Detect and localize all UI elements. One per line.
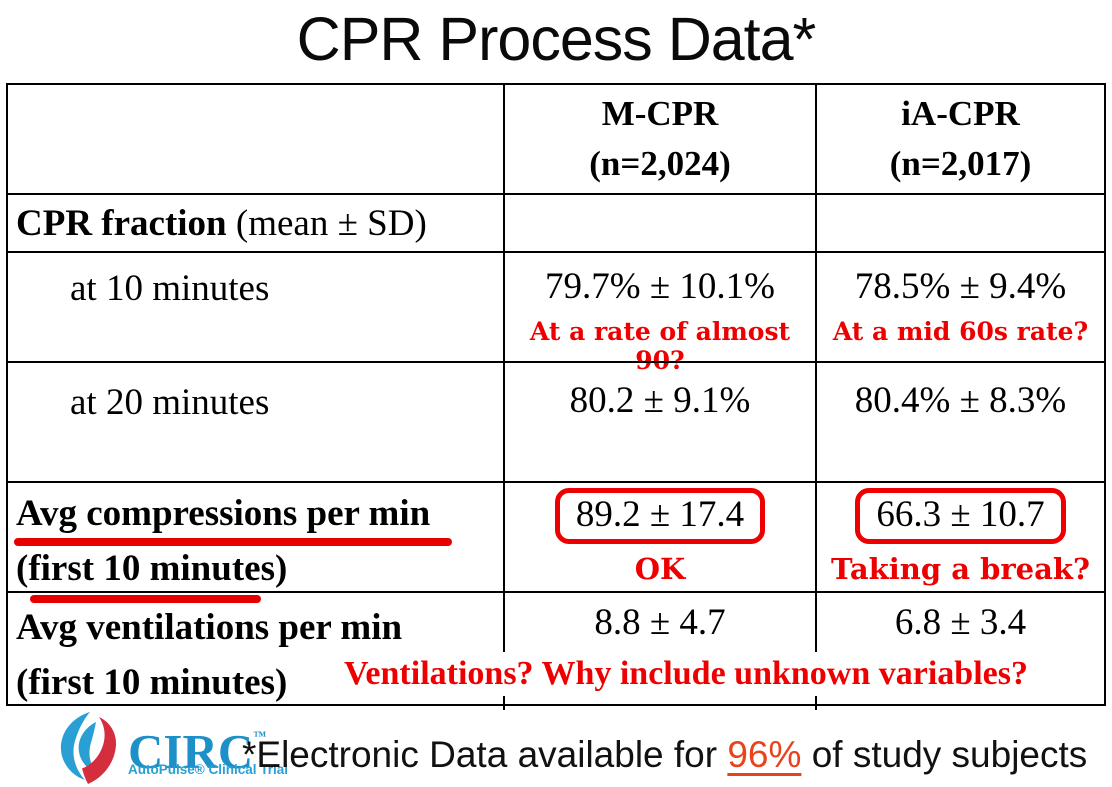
avg-compressions-label-line2: (first 10 minutes)	[16, 541, 287, 603]
cpr-fraction-label-bold: CPR fraction	[16, 202, 227, 244]
compressions-iacpr-value-redbox: 66.3 ± 10.7	[855, 488, 1066, 544]
cpr-fraction-label-normal: (mean ± SD)	[226, 202, 427, 244]
circ-logo-wordmark: CIRC™	[128, 724, 267, 779]
header-iacpr: iA-CPR (n=2,017)	[815, 85, 1104, 193]
trademark-symbol: ™	[253, 728, 267, 743]
row-label-at-20-minutes: at 20 minutes	[8, 361, 503, 481]
at20-mcpr-value: 80.2 ± 9.1%	[569, 380, 751, 421]
compressions-mcpr-annotation: OK	[634, 552, 686, 586]
avg-ventilations-label-line2: (first 10 minutes)	[16, 662, 288, 703]
at10-iacpr-annotation: At a mid 60s rate?	[832, 317, 1089, 346]
ventilations-annotation: Ventilations? Why include unknown variab…	[338, 652, 1034, 696]
header-iacpr-name: iA-CPR	[901, 94, 1020, 133]
ventilations-mcpr-value: 8.8 ± 4.7	[594, 602, 726, 643]
ventilations-mcpr-cell: 8.8 ± 4.7	[503, 591, 815, 710]
at20-iacpr-value: 80.4% ± 8.3%	[854, 380, 1067, 421]
header-mcpr-n: (n=2,024)	[589, 144, 731, 183]
page-title: CPR Process Data*	[296, 5, 817, 73]
header-iacpr-n: (n=2,017)	[889, 144, 1032, 183]
at10-iacpr-cell: 78.5% ± 9.4% At a mid 60s rate?	[815, 251, 1104, 361]
at20-mcpr-cell: 80.2 ± 9.1%	[503, 361, 815, 481]
at10-iacpr-value: 78.5% ± 9.4%	[854, 266, 1067, 307]
footer: CIRC™ AutoPulse® Clinical Trial *Electro…	[0, 706, 1112, 787]
ventilations-iacpr-value: 6.8 ± 3.4	[894, 602, 1027, 643]
footnote-prefix: *Electronic Data available for	[242, 734, 728, 775]
row-label-cpr-fraction: CPR fraction (mean ± SD)	[8, 193, 503, 251]
cpr-fraction-mcpr-cell	[503, 193, 815, 251]
compressions-mcpr-value-redbox: 89.2 ± 17.4	[554, 488, 766, 544]
circ-logo-tagline: AutoPulse® Clinical Trial	[128, 762, 288, 777]
at10-mcpr-cell: 79.7% ± 10.1% At a rate of almost 90?	[503, 251, 815, 375]
header-mcpr: M-CPR (n=2,024)	[503, 85, 815, 193]
circ-logo-icon	[56, 710, 132, 787]
cpr-fraction-iacpr-cell	[815, 193, 1104, 251]
ventilations-iacpr-cell: 6.8 ± 3.4	[815, 591, 1104, 710]
header-empty-cell	[8, 85, 503, 193]
row-label-at-10-minutes: at 10 minutes	[8, 251, 503, 361]
compressions-iacpr-cell: 66.3 ± 10.7 Taking a break?	[815, 481, 1104, 591]
circ-logo: CIRC™ AutoPulse® Clinical Trial	[56, 710, 288, 787]
row-label-avg-compressions: Avg compressions per min (first 10 minut…	[8, 481, 503, 603]
footnote: *Electronic Data available for 96% of st…	[242, 734, 1087, 776]
footnote-suffix: of study subjects	[801, 734, 1088, 775]
avg-ventilations-label-line1: Avg ventilations per min	[16, 607, 403, 648]
cpr-process-table: M-CPR (n=2,024) iA-CPR (n=2,017) CPR fra…	[6, 83, 1106, 710]
row-label-avg-ventilations: Avg ventilations per min (first 10 minut…	[8, 591, 503, 710]
compressions-iacpr-annotation: Taking a break?	[831, 552, 1090, 586]
compressions-mcpr-cell: 89.2 ± 17.4 OK	[503, 481, 815, 591]
footnote-highlight-96: 96%	[727, 734, 802, 775]
at10-mcpr-annotation: At a rate of almost 90?	[529, 317, 791, 375]
header-mcpr-name: M-CPR	[601, 94, 719, 133]
at10-mcpr-value: 79.7% ± 10.1%	[545, 266, 775, 307]
at20-iacpr-cell: 80.4% ± 8.3%	[815, 361, 1104, 481]
avg-compressions-label-line1: Avg compressions per min	[13, 486, 453, 546]
